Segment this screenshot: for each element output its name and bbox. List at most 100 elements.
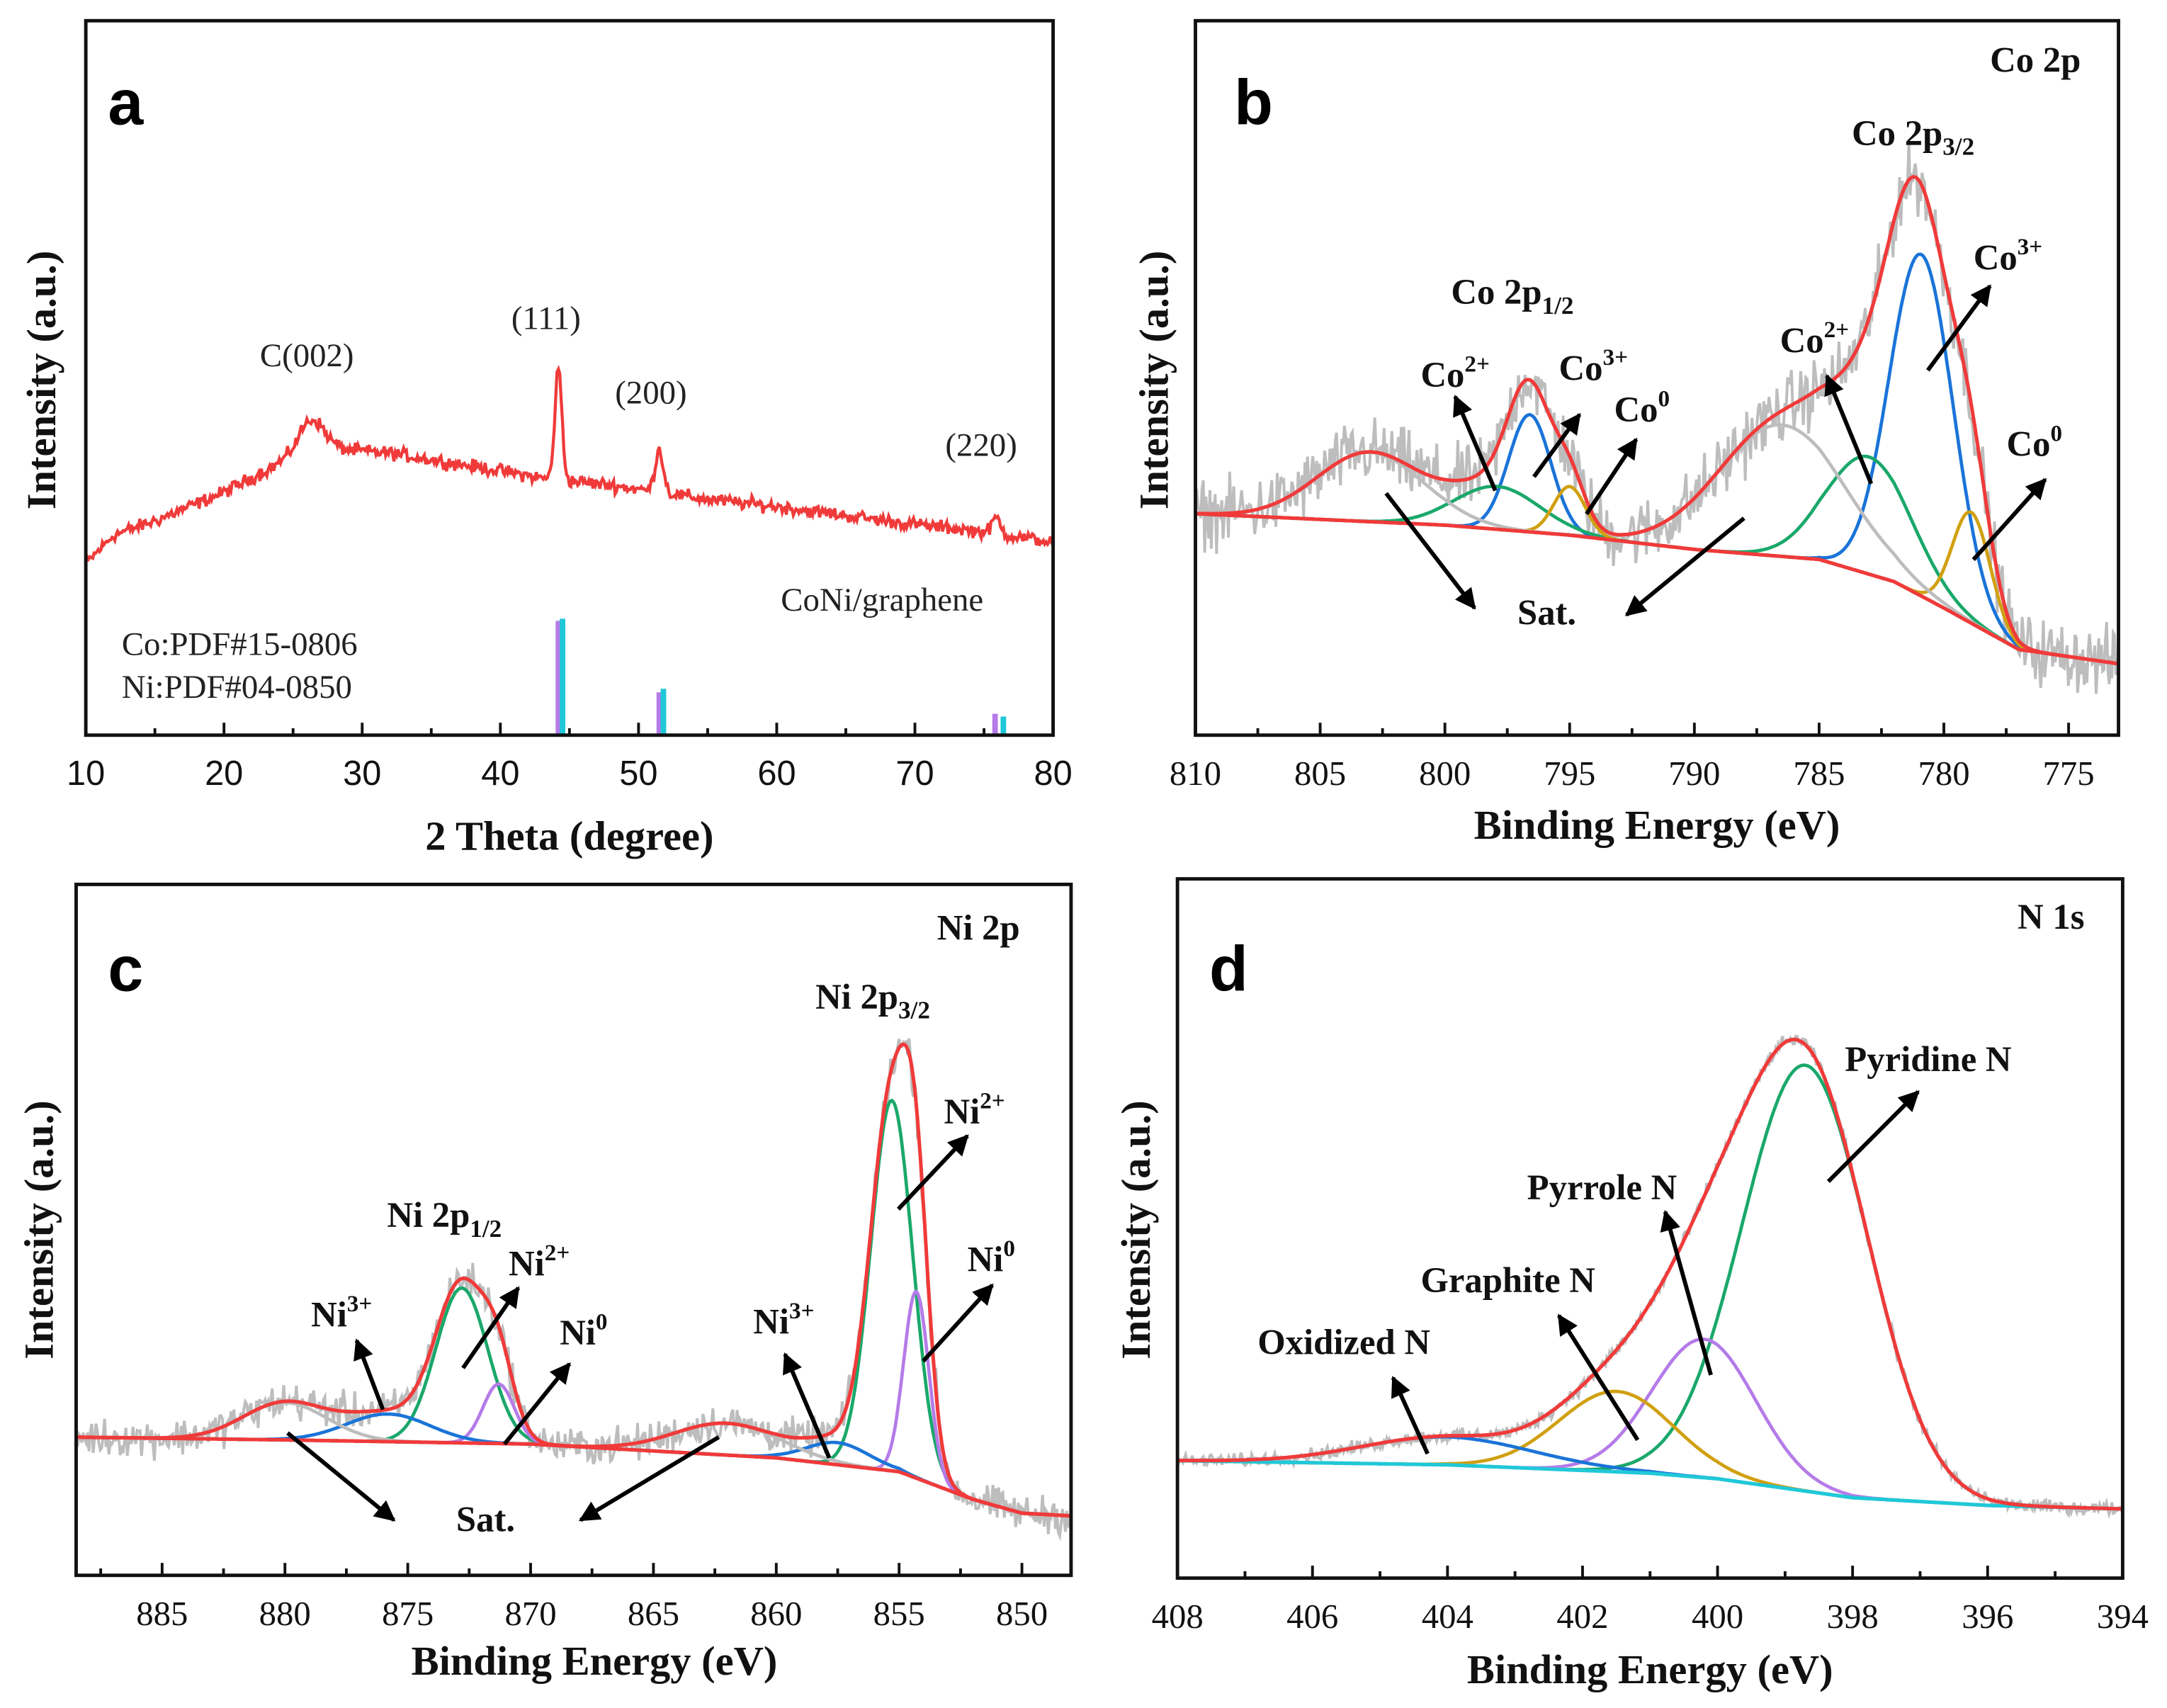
background-line: [1195, 511, 2119, 666]
x-tick-label: 865: [628, 1595, 679, 1633]
x-tick-label: 780: [1918, 754, 1969, 793]
label-co3-left: Co3+: [1559, 344, 1628, 388]
label-sat-c: Sat.: [456, 1499, 515, 1539]
reference-ni-label: Ni:PDF#04-0850: [122, 669, 352, 706]
label-pyrrole-n: Pyrrole N: [1527, 1167, 1677, 1207]
arrow-ni3-right: [783, 1352, 832, 1459]
x-tick-label: 400: [1692, 1597, 1743, 1636]
arrow-co3-left: [1532, 412, 1582, 478]
x-tick-label: 790: [1668, 754, 1720, 793]
x-tick-label: 80: [1034, 754, 1072, 793]
x-tick-label: 20: [205, 754, 243, 793]
peak-label-111: (111): [511, 300, 581, 336]
label-ni3-right: Ni3+: [753, 1298, 814, 1341]
x-tick-label: 396: [1962, 1597, 2013, 1636]
component-ni0: [76, 1382, 1071, 1518]
plot-frame-b: [1194, 18, 2120, 737]
peak-label-c002: C(002): [260, 337, 354, 374]
x-tick-label: 408: [1152, 1597, 1204, 1636]
x-tick-label: 855: [873, 1595, 925, 1633]
panel-letter-c: c: [108, 934, 143, 1005]
arrow-ni2-right: [896, 1134, 969, 1211]
arrow-co0-right: [1971, 477, 2047, 561]
panel-title-c: Ni 2p: [937, 907, 1020, 947]
arrow-co2-right: [1824, 373, 1874, 485]
x-axis-title-c: Binding Energy (eV): [412, 1638, 778, 1684]
x-axis-title-a: 2 Theta (degree): [425, 813, 713, 859]
label-ni-2p12: Ni 2p1/2: [387, 1195, 502, 1243]
label-co2-right: Co2+: [1780, 317, 1849, 360]
component-pyrrole-n: [1177, 1337, 2123, 1511]
envelope-fit: [76, 1042, 1071, 1518]
x-tick-label: 875: [382, 1595, 434, 1633]
plot-frame-c: [74, 882, 1073, 1578]
component-graphite-n: [1177, 1389, 2123, 1511]
x-tick-label: 785: [1793, 754, 1845, 793]
x-tick-label: 850: [996, 1595, 1048, 1633]
x-tick-label: 60: [757, 754, 796, 793]
label-ni2-right: Ni2+: [944, 1087, 1005, 1131]
raw-spectrum: [1177, 1034, 2123, 1520]
x-tick-label: 880: [259, 1595, 311, 1633]
panel-letter-a: a: [108, 68, 144, 139]
arrow-ni3-left: [353, 1338, 385, 1410]
x-tick-label: 394: [2097, 1597, 2149, 1636]
x-tick-label: 30: [343, 754, 381, 793]
x-tick-label: 402: [1556, 1597, 1608, 1636]
x-tick-label: 10: [67, 754, 105, 793]
y-axis-title-d: Intensity (a.u.): [1113, 1100, 1159, 1359]
reference-co-label: Co:PDF#15-0806: [122, 626, 358, 663]
x-tick-label: 860: [750, 1595, 802, 1633]
arrow-pyridine-n: [1826, 1090, 1920, 1183]
panel-b: 810 805 800 795 790 785 780 775 b Co 2p Co 2p1/…: [1131, 18, 2120, 848]
x-tick-label: 406: [1286, 1597, 1338, 1636]
panel-letter-d: d: [1209, 934, 1248, 1005]
xrd-curve: [86, 365, 1053, 564]
label-co-2p12: Co 2p1/2: [1451, 272, 1573, 319]
arrow-ni2-left: [461, 1286, 521, 1369]
x-tick-label: 775: [2043, 754, 2095, 793]
label-co2-left: Co2+: [1420, 351, 1489, 395]
arrow-ni0-left: [502, 1362, 572, 1446]
panel-c: 885 880 875 870 865 860 855 850 c Ni 2p Ni 2p3/…: [16, 882, 1073, 1684]
envelope-fit: [1195, 175, 2119, 666]
panel-b-plot: 810 805 800 795 790 785 780 775: [1170, 18, 2120, 793]
panel-a: 10 20 30 40 50 60 70 80 a C(002) (111) (200) (2…: [18, 18, 1073, 859]
panel-c-plot: 885 880 875 870 865 860 855 850: [74, 882, 1073, 1633]
arrow-co2-left: [1453, 395, 1498, 492]
label-oxidized-n: Oxidized N: [1257, 1323, 1430, 1362]
x-tick-label: 70: [895, 754, 934, 793]
x-tick-label: 398: [1827, 1597, 1879, 1636]
panel-a-plot: 10 20 30 40 50 60 70 80: [67, 18, 1073, 793]
plot-area-c: [76, 1038, 1071, 1542]
x-tick-label: 40: [481, 754, 519, 793]
arrow-co0-left: [1585, 437, 1639, 516]
x-tick-label: 800: [1419, 754, 1471, 793]
y-axis-title-c: Intensity (a.u.): [16, 1100, 62, 1359]
x-tick-label: 404: [1422, 1597, 1473, 1636]
x-tick-label: 795: [1544, 754, 1595, 793]
panel-title-b: Co 2p: [1990, 40, 2081, 79]
x-axis-title-d: Binding Energy (eV): [1467, 1646, 1833, 1692]
label-ni0-right: Ni0: [968, 1235, 1015, 1279]
label-sat-b: Sat.: [1517, 593, 1576, 633]
arrow-sat-right: [578, 1435, 720, 1522]
arrow-oxidized-n: [1391, 1376, 1430, 1455]
x-tick-label: 50: [619, 754, 657, 793]
plot-area-b: [1195, 140, 2119, 694]
plot-area-a: [86, 365, 1053, 735]
label-co0-left: Co0: [1614, 385, 1670, 429]
arrow-pyrrole-n: [1660, 1209, 1713, 1376]
label-co-2p32: Co 2p3/2: [1852, 113, 1974, 161]
component-sat-: [1195, 451, 2119, 666]
label-ni2-left: Ni2+: [509, 1240, 570, 1283]
arrow-graphite-n: [1557, 1313, 1640, 1442]
label-graphite-n: Graphite N: [1420, 1260, 1595, 1300]
x-tick-label: 870: [504, 1595, 556, 1633]
raw-spectrum: [1195, 140, 2119, 694]
panel-d-plot: 408 406 404 402 400 398 396 394: [1152, 877, 2149, 1636]
panel-d: 408 406 404 402 400 398 396 394 d N 1s Pyridine…: [1113, 877, 2149, 1692]
arrow-sat-right: [1624, 516, 1746, 617]
x-tick-label: 805: [1294, 754, 1346, 793]
